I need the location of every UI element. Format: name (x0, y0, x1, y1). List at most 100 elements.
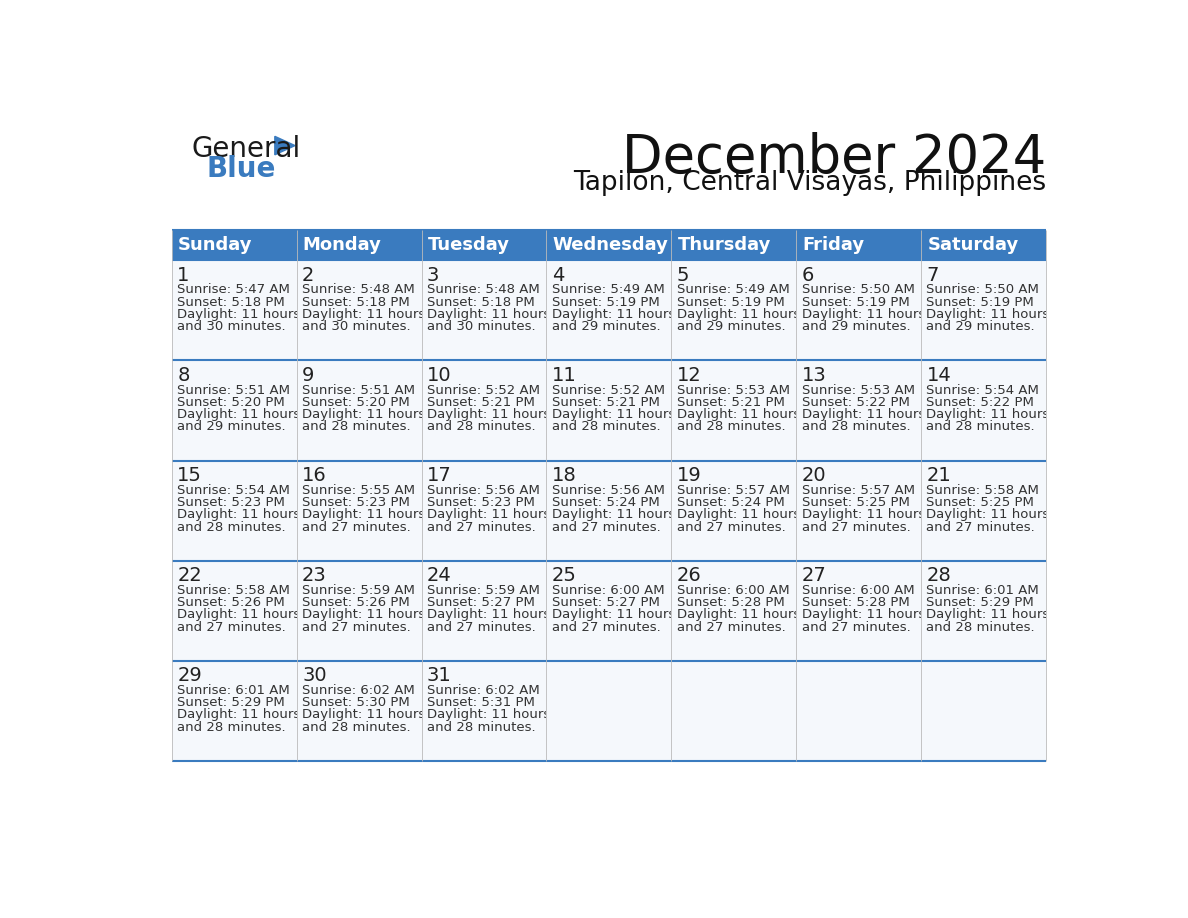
Bar (172, 561, 1045, 661)
Text: Tapilon, Central Visayas, Philippines: Tapilon, Central Visayas, Philippines (573, 170, 1045, 196)
Text: Sunset: 5:23 PM: Sunset: 5:23 PM (302, 496, 410, 509)
Text: Sunrise: 6:01 AM: Sunrise: 6:01 AM (177, 684, 290, 697)
Text: and 29 minutes.: and 29 minutes. (552, 320, 661, 333)
Text: Sunset: 5:22 PM: Sunset: 5:22 PM (802, 396, 910, 409)
Text: 7: 7 (927, 265, 939, 285)
Text: and 27 minutes.: and 27 minutes. (426, 621, 536, 633)
Polygon shape (274, 137, 295, 155)
Text: Daylight: 11 hours: Daylight: 11 hours (177, 709, 301, 722)
Text: Sunrise: 5:52 AM: Sunrise: 5:52 AM (426, 384, 541, 397)
Text: Daylight: 11 hours: Daylight: 11 hours (302, 709, 425, 722)
Text: Daylight: 11 hours: Daylight: 11 hours (302, 409, 425, 421)
Text: and 28 minutes.: and 28 minutes. (552, 420, 661, 433)
Text: Sunset: 5:29 PM: Sunset: 5:29 PM (927, 596, 1035, 609)
Text: Sunrise: 5:58 AM: Sunrise: 5:58 AM (927, 484, 1040, 497)
Text: 24: 24 (426, 566, 451, 585)
Text: 2: 2 (302, 265, 315, 285)
Text: Sunset: 5:28 PM: Sunset: 5:28 PM (677, 596, 784, 609)
Text: Daylight: 11 hours: Daylight: 11 hours (426, 609, 550, 621)
Text: and 27 minutes.: and 27 minutes. (302, 621, 411, 633)
Text: Daylight: 11 hours: Daylight: 11 hours (927, 308, 1050, 321)
Bar (297, 230, 422, 261)
Text: Daylight: 11 hours: Daylight: 11 hours (302, 308, 425, 321)
Text: Daylight: 11 hours: Daylight: 11 hours (426, 409, 550, 421)
Text: Monday: Monday (303, 236, 381, 254)
Text: Sunrise: 5:59 AM: Sunrise: 5:59 AM (426, 584, 539, 597)
Text: Sunset: 5:27 PM: Sunset: 5:27 PM (552, 596, 659, 609)
Text: Daylight: 11 hours: Daylight: 11 hours (677, 509, 800, 521)
Text: Sunrise: 5:49 AM: Sunrise: 5:49 AM (552, 284, 664, 297)
Text: and 27 minutes.: and 27 minutes. (302, 521, 411, 533)
Text: Sunrise: 5:53 AM: Sunrise: 5:53 AM (802, 384, 915, 397)
Text: Sunset: 5:31 PM: Sunset: 5:31 PM (426, 696, 535, 709)
Text: Daylight: 11 hours: Daylight: 11 hours (927, 409, 1050, 421)
Text: Sunset: 5:18 PM: Sunset: 5:18 PM (302, 296, 410, 308)
Bar (172, 661, 1045, 761)
Text: Daylight: 11 hours: Daylight: 11 hours (302, 509, 425, 521)
Text: Sunrise: 5:59 AM: Sunrise: 5:59 AM (302, 584, 415, 597)
Text: December 2024: December 2024 (621, 131, 1045, 184)
Text: and 27 minutes.: and 27 minutes. (426, 521, 536, 533)
Text: and 29 minutes.: and 29 minutes. (177, 420, 286, 433)
Text: Sunrise: 5:55 AM: Sunrise: 5:55 AM (302, 484, 415, 497)
Text: and 28 minutes.: and 28 minutes. (677, 420, 785, 433)
Bar (172, 461, 1045, 561)
Text: Sunset: 5:25 PM: Sunset: 5:25 PM (802, 496, 910, 509)
Text: and 28 minutes.: and 28 minutes. (177, 721, 286, 733)
Text: and 27 minutes.: and 27 minutes. (802, 621, 910, 633)
Text: 30: 30 (302, 666, 327, 685)
Text: Sunrise: 6:02 AM: Sunrise: 6:02 AM (302, 684, 415, 697)
Text: and 29 minutes.: and 29 minutes. (677, 320, 785, 333)
Text: Daylight: 11 hours: Daylight: 11 hours (802, 509, 924, 521)
Text: Daylight: 11 hours: Daylight: 11 hours (677, 308, 800, 321)
Text: 23: 23 (302, 566, 327, 585)
Text: Sunrise: 5:58 AM: Sunrise: 5:58 AM (177, 584, 290, 597)
Text: Sunset: 5:20 PM: Sunset: 5:20 PM (302, 396, 410, 409)
Text: 16: 16 (302, 466, 327, 485)
Bar (172, 230, 297, 261)
Text: and 27 minutes.: and 27 minutes. (177, 621, 286, 633)
Text: Daylight: 11 hours: Daylight: 11 hours (802, 409, 924, 421)
Bar (422, 230, 546, 261)
Text: 9: 9 (302, 365, 315, 385)
Text: Tuesday: Tuesday (428, 236, 510, 254)
Text: and 27 minutes.: and 27 minutes. (552, 621, 661, 633)
Text: 19: 19 (677, 466, 701, 485)
Text: 21: 21 (927, 466, 952, 485)
Text: Daylight: 11 hours: Daylight: 11 hours (177, 609, 301, 621)
Text: Sunset: 5:23 PM: Sunset: 5:23 PM (426, 496, 535, 509)
Text: and 30 minutes.: and 30 minutes. (302, 320, 411, 333)
Text: Sunrise: 5:56 AM: Sunrise: 5:56 AM (552, 484, 665, 497)
Text: Daylight: 11 hours: Daylight: 11 hours (177, 409, 301, 421)
Text: Sunrise: 5:54 AM: Sunrise: 5:54 AM (927, 384, 1040, 397)
Text: Friday: Friday (802, 236, 865, 254)
Text: 27: 27 (802, 566, 827, 585)
Text: 29: 29 (177, 666, 202, 685)
Text: Daylight: 11 hours: Daylight: 11 hours (927, 609, 1050, 621)
Text: Sunrise: 6:00 AM: Sunrise: 6:00 AM (552, 584, 664, 597)
Text: 25: 25 (552, 566, 576, 585)
Text: General: General (191, 135, 301, 162)
Text: Sunrise: 6:00 AM: Sunrise: 6:00 AM (802, 584, 915, 597)
Text: and 28 minutes.: and 28 minutes. (927, 420, 1035, 433)
Text: Sunset: 5:20 PM: Sunset: 5:20 PM (177, 396, 285, 409)
Text: and 27 minutes.: and 27 minutes. (802, 521, 910, 533)
Text: and 29 minutes.: and 29 minutes. (802, 320, 910, 333)
Text: Sunset: 5:18 PM: Sunset: 5:18 PM (177, 296, 285, 308)
Text: Sunrise: 5:49 AM: Sunrise: 5:49 AM (677, 284, 790, 297)
Text: Sunset: 5:21 PM: Sunset: 5:21 PM (677, 396, 784, 409)
Text: 31: 31 (426, 666, 451, 685)
Text: 4: 4 (552, 265, 564, 285)
Text: Daylight: 11 hours: Daylight: 11 hours (552, 409, 675, 421)
Text: Sunset: 5:21 PM: Sunset: 5:21 PM (552, 396, 659, 409)
Text: Sunset: 5:25 PM: Sunset: 5:25 PM (927, 496, 1035, 509)
Text: 3: 3 (426, 265, 440, 285)
Text: Saturday: Saturday (928, 236, 1018, 254)
Text: 8: 8 (177, 365, 190, 385)
Bar (671, 230, 796, 261)
Text: Sunrise: 5:53 AM: Sunrise: 5:53 AM (677, 384, 790, 397)
Text: and 28 minutes.: and 28 minutes. (302, 420, 411, 433)
Text: and 27 minutes.: and 27 minutes. (677, 521, 785, 533)
Text: Thursday: Thursday (677, 236, 771, 254)
Text: and 28 minutes.: and 28 minutes. (927, 621, 1035, 633)
